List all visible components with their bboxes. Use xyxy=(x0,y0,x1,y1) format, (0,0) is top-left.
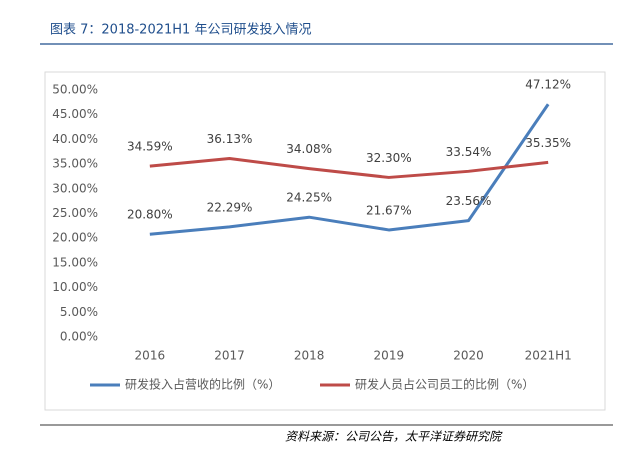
data-label: 33.54% xyxy=(446,145,492,159)
data-label: 32.30% xyxy=(366,151,412,165)
data-label: 22.29% xyxy=(207,200,253,214)
x-tick-label: 2019 xyxy=(374,349,405,363)
chart-frame xyxy=(44,71,606,411)
data-label: 47.12% xyxy=(525,78,571,92)
data-label: 20.80% xyxy=(127,208,173,222)
data-label: 35.35% xyxy=(525,136,571,150)
data-label: 23.56% xyxy=(446,194,492,208)
chart-title: 图表 7：2018-2021H1 年公司研发投入情况 xyxy=(50,22,311,38)
series-line xyxy=(149,103,550,236)
data-label: 21.67% xyxy=(366,203,412,217)
series-line xyxy=(149,157,549,179)
y-tick-label: 30.00% xyxy=(52,181,98,195)
x-tick-label: 2020 xyxy=(453,349,484,363)
x-tick-label: 2016 xyxy=(135,349,166,363)
y-tick-label: 0.00% xyxy=(60,330,98,344)
y-tick-label: 45.00% xyxy=(52,107,98,121)
source: 资料来源：公司公告，太平洋证券研究院 xyxy=(285,430,503,444)
legend-label: 研发投入占营收的比例（%） xyxy=(125,377,280,392)
y-tick-label: 5.00% xyxy=(60,305,98,319)
y-tick-label: 25.00% xyxy=(52,206,98,220)
y-tick-label: 10.00% xyxy=(52,280,98,294)
x-tick-label: 2017 xyxy=(214,349,245,363)
y-tick-label: 40.00% xyxy=(52,132,98,146)
x-tick-label: 2021H1 xyxy=(525,349,572,363)
y-tick-label: 35.00% xyxy=(52,157,98,171)
data-label: 36.13% xyxy=(207,132,253,146)
y-tick-label: 20.00% xyxy=(52,231,98,245)
x-tick-label: 2018 xyxy=(294,349,325,363)
y-tick-label: 50.00% xyxy=(52,83,98,97)
data-label: 24.25% xyxy=(286,191,332,205)
data-label: 34.59% xyxy=(127,140,173,154)
data-label: 34.08% xyxy=(286,142,332,156)
legend-label: 研发人员占公司员工的比例（%） xyxy=(355,377,534,392)
y-tick-label: 15.00% xyxy=(52,255,98,269)
